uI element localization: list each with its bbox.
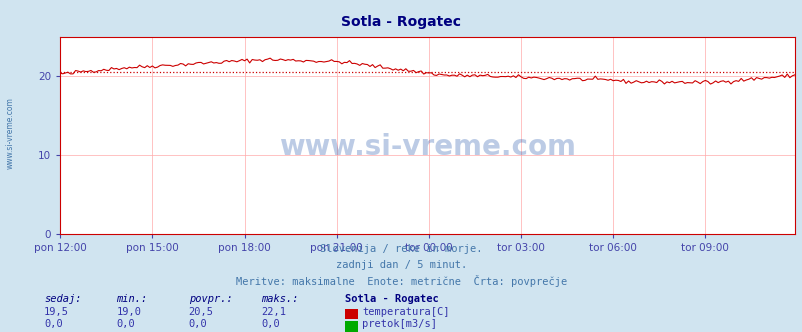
Text: www.si-vreme.com: www.si-vreme.com (279, 133, 575, 161)
Text: min.:: min.: (116, 294, 148, 304)
Text: zadnji dan / 5 minut.: zadnji dan / 5 minut. (335, 260, 467, 270)
Text: Slovenija / reke in morje.: Slovenija / reke in morje. (320, 244, 482, 254)
Text: Meritve: maksimalne  Enote: metrične  Črta: povprečje: Meritve: maksimalne Enote: metrične Črta… (236, 275, 566, 287)
Text: pretok[m3/s]: pretok[m3/s] (362, 319, 436, 329)
Text: Sotla - Rogatec: Sotla - Rogatec (341, 15, 461, 29)
Text: 19,5: 19,5 (44, 307, 69, 317)
Text: 19,0: 19,0 (116, 307, 141, 317)
Text: 0,0: 0,0 (261, 319, 279, 329)
Text: Sotla - Rogatec: Sotla - Rogatec (345, 294, 439, 304)
Text: povpr.:: povpr.: (188, 294, 232, 304)
Text: 22,1: 22,1 (261, 307, 286, 317)
Text: www.si-vreme.com: www.si-vreme.com (6, 97, 15, 169)
Text: maks.:: maks.: (261, 294, 298, 304)
Text: 0,0: 0,0 (44, 319, 63, 329)
Text: 0,0: 0,0 (116, 319, 135, 329)
Text: sedaj:: sedaj: (44, 294, 82, 304)
Text: 20,5: 20,5 (188, 307, 213, 317)
Text: 0,0: 0,0 (188, 319, 207, 329)
Text: temperatura[C]: temperatura[C] (362, 307, 449, 317)
